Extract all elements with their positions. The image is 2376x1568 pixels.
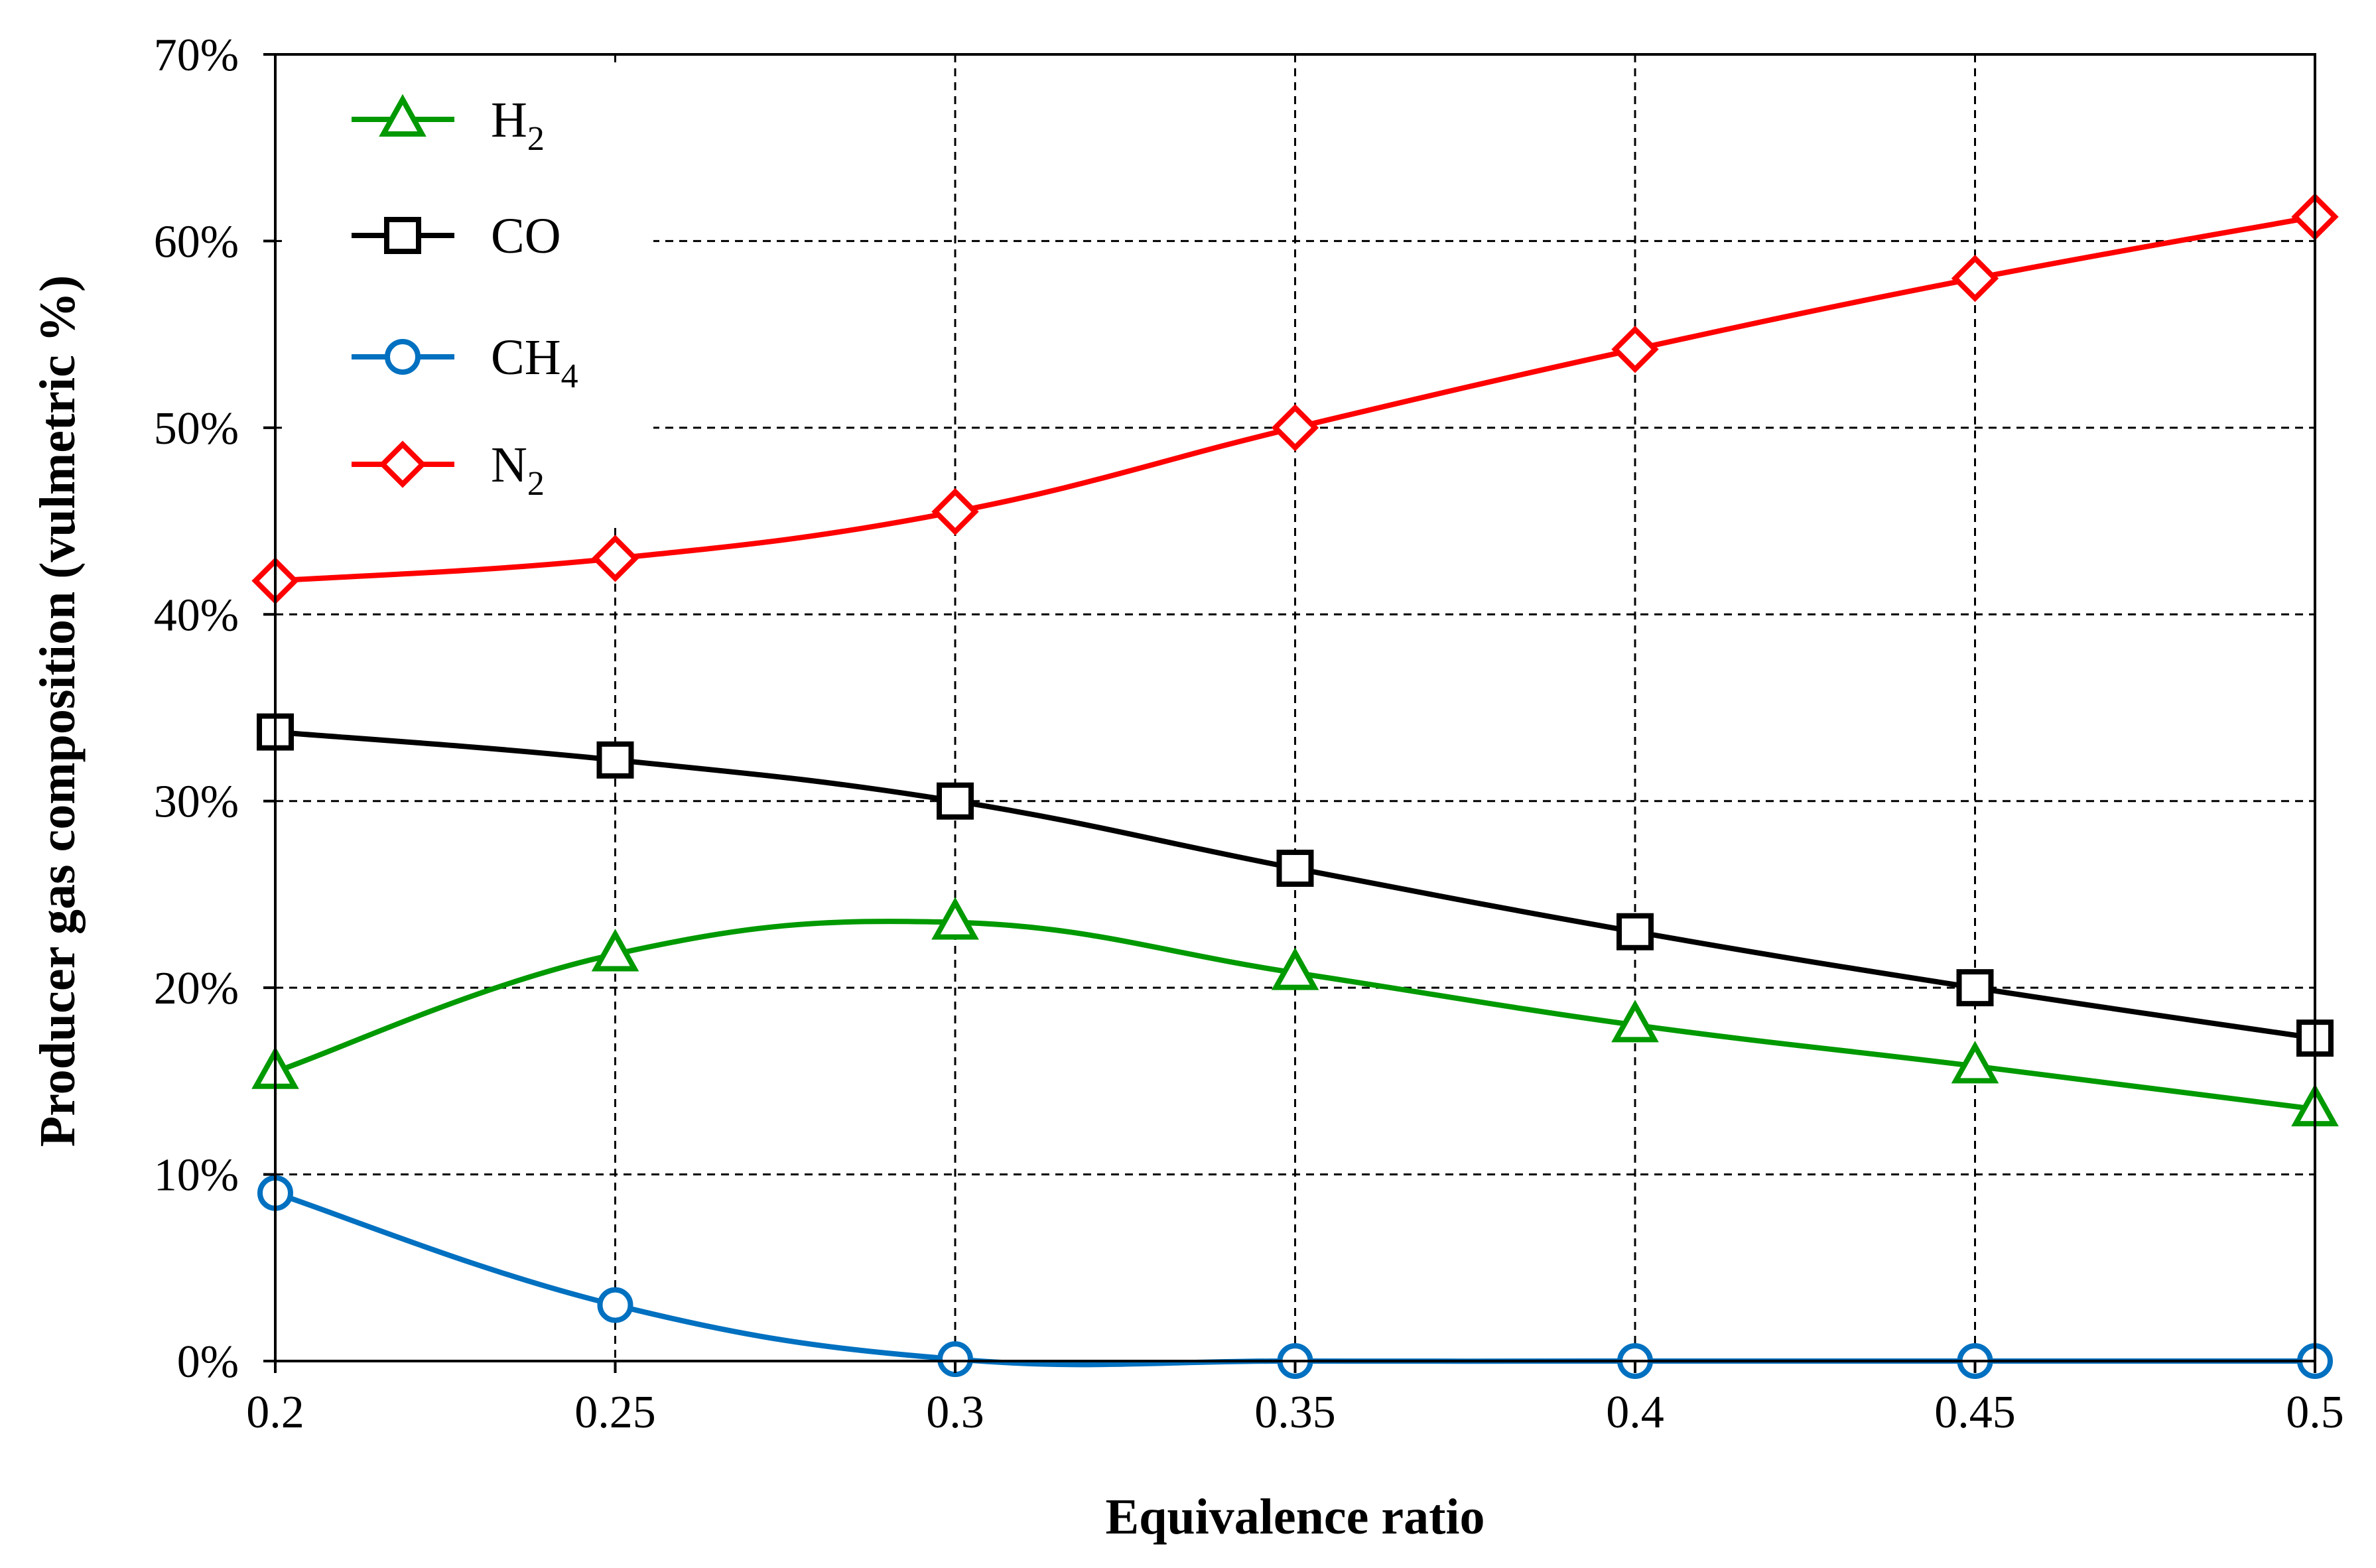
- legend-marker-circle-icon: [385, 339, 421, 375]
- legend-item-CO: CO: [352, 208, 561, 264]
- series-layer: [251, 193, 2339, 1379]
- y-tick-label: 40%: [154, 590, 239, 641]
- data-point-H2-2: [931, 897, 979, 940]
- x-tick-label: 0.4: [1606, 1387, 1664, 1438]
- y-tick-label: 20%: [154, 963, 239, 1014]
- legend-label-sub: 2: [527, 120, 545, 158]
- legend-background: [282, 68, 653, 525]
- y-tick-label: 70%: [154, 30, 239, 81]
- legend-label-N2: N2: [491, 437, 545, 503]
- data-point-H2-4: [1611, 1000, 1659, 1043]
- legend-marker-diamond-icon: [379, 440, 427, 488]
- data-point-N2-3: [1271, 404, 1319, 452]
- legend-label-main: N: [491, 437, 527, 493]
- legend-marker-square-icon: [384, 217, 421, 254]
- data-point-H2-3: [1271, 947, 1319, 990]
- data-point-N2-2: [931, 488, 979, 536]
- legend-marker-triangle-icon: [379, 94, 427, 137]
- x-axis-title: Equivalence ratio: [1105, 1489, 1485, 1545]
- y-tick-label: 0%: [177, 1337, 239, 1388]
- legend-label-sub: 4: [561, 358, 578, 395]
- legend-item-CH4: CH4: [352, 330, 578, 395]
- data-point-N2-4: [1611, 326, 1659, 373]
- x-tick-label: 0.5: [2286, 1387, 2344, 1438]
- legend-label-sub: 2: [527, 465, 545, 503]
- y-tick-label: 60%: [154, 216, 239, 267]
- x-tick-label: 0.2: [246, 1387, 304, 1438]
- data-point-CO-2: [937, 782, 974, 820]
- legend-label-main: H: [491, 92, 527, 148]
- data-point-CH4-2: [937, 1341, 973, 1378]
- legend-label-main: CH: [491, 330, 561, 385]
- y-tick-label: 50%: [154, 403, 239, 454]
- x-tick-label: 0.3: [926, 1387, 984, 1438]
- legend-item-H2: H2: [352, 92, 545, 158]
- y-tick-label: 10%: [154, 1150, 239, 1201]
- legend-item-N2: N2: [352, 437, 545, 503]
- x-tick-label: 0.35: [1254, 1387, 1336, 1438]
- data-point-CO-4: [1617, 913, 1654, 950]
- y-tick-label: 30%: [154, 777, 239, 828]
- tick-labels: 0% 10% 20% 30% 40% 50% 60% 70% 0.2 0.25 0.3 0.35 0.4…: [154, 30, 2344, 1438]
- data-point-H2-1: [591, 929, 639, 972]
- series-CH4: [257, 1175, 2333, 1379]
- data-point-CO-5: [1956, 969, 1994, 1007]
- data-point-CH4-1: [597, 1287, 633, 1323]
- legend-label-CH4: CH4: [491, 330, 578, 395]
- data-point-N2-5: [1951, 255, 1999, 302]
- x-tick-label: 0.45: [1934, 1387, 2016, 1438]
- legend-label-CO: CO: [491, 208, 561, 264]
- data-point-H2-5: [1951, 1041, 1999, 1084]
- y-axis-title: Producer gas composition (vulmetric %): [30, 275, 86, 1147]
- x-tick-label: 0.25: [574, 1387, 656, 1438]
- series-CO: [257, 713, 2334, 1057]
- legend-label-main: CO: [491, 208, 561, 264]
- data-point-N2-1: [591, 535, 639, 582]
- data-point-CO-3: [1276, 850, 1314, 887]
- series-N2: [251, 193, 2339, 605]
- legend-label-H2: H2: [491, 92, 545, 158]
- data-point-CO-1: [596, 741, 634, 779]
